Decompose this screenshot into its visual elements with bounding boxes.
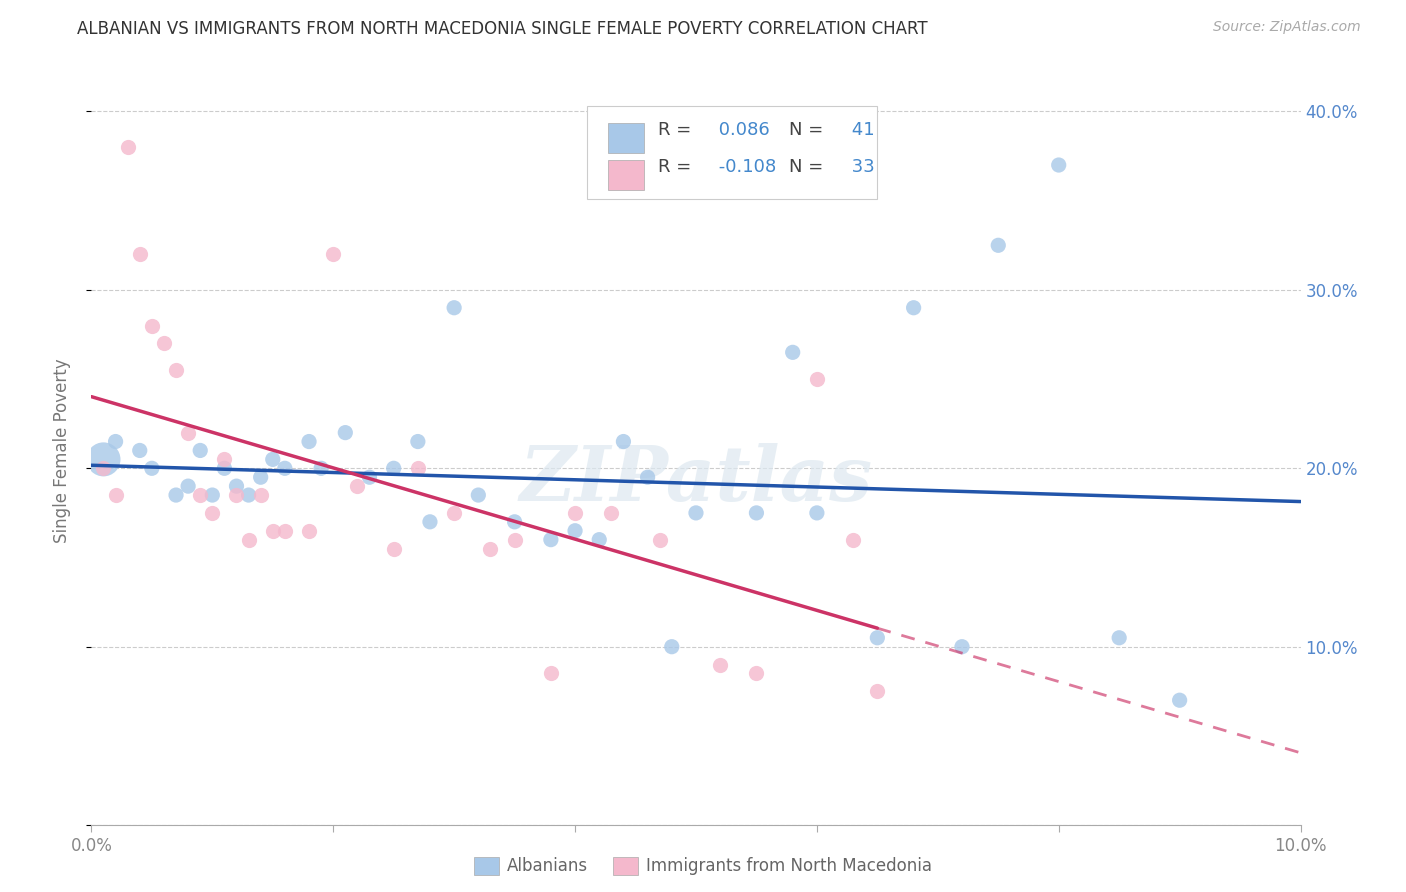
Point [479, 541, 502, 556]
Point [141, 461, 163, 475]
Point [309, 461, 332, 475]
Point [322, 247, 344, 261]
Point [165, 363, 187, 377]
Text: 33: 33 [846, 158, 875, 177]
Point [177, 479, 200, 493]
Point [903, 301, 925, 315]
Point [842, 533, 865, 547]
FancyBboxPatch shape [607, 123, 644, 153]
Point [141, 318, 163, 333]
Point [866, 631, 889, 645]
Y-axis label: Single Female Poverty: Single Female Poverty [52, 359, 70, 542]
Point [443, 506, 465, 520]
Point [238, 533, 260, 547]
Point [128, 443, 150, 458]
Point [382, 541, 405, 556]
Point [987, 238, 1010, 252]
Text: ALBANIAN VS IMMIGRANTS FROM NORTH MACEDONIA SINGLE FEMALE POVERTY CORRELATION CH: ALBANIAN VS IMMIGRANTS FROM NORTH MACEDO… [77, 20, 928, 37]
Point [262, 524, 284, 538]
Point [359, 470, 381, 484]
Point [249, 470, 271, 484]
FancyBboxPatch shape [588, 106, 877, 200]
Point [238, 488, 260, 502]
Point [225, 488, 247, 502]
Point [806, 372, 828, 386]
Point [225, 479, 247, 493]
Point [335, 425, 357, 440]
Point [1168, 693, 1191, 707]
Point [406, 434, 429, 449]
Text: -0.108: -0.108 [713, 158, 776, 177]
Point [637, 470, 659, 484]
Point [298, 524, 321, 538]
Point [612, 434, 634, 449]
Point [745, 506, 768, 520]
Point [503, 515, 526, 529]
Point [600, 506, 623, 520]
Text: R =: R = [658, 120, 692, 139]
Point [1108, 631, 1130, 645]
Point [104, 488, 127, 502]
Point [262, 452, 284, 467]
Point [346, 479, 368, 493]
Point [406, 461, 429, 475]
Point [201, 488, 224, 502]
Text: Source: ZipAtlas.com: Source: ZipAtlas.com [1213, 20, 1361, 34]
Point [274, 461, 297, 475]
Text: ZIPatlas: ZIPatlas [519, 443, 873, 517]
Text: 0.086: 0.086 [713, 120, 769, 139]
Point [782, 345, 804, 359]
Point [467, 488, 489, 502]
Text: R =: R = [658, 158, 692, 177]
Point [177, 425, 200, 440]
Point [419, 515, 441, 529]
FancyBboxPatch shape [607, 161, 644, 191]
Point [165, 488, 187, 502]
Point [104, 434, 127, 449]
Point [540, 666, 562, 681]
Text: 41: 41 [846, 120, 875, 139]
Point [214, 461, 236, 475]
Point [93, 461, 115, 475]
Point [298, 434, 321, 449]
Point [540, 533, 562, 547]
Point [153, 336, 176, 351]
Point [188, 443, 211, 458]
Point [564, 506, 586, 520]
Point [201, 506, 224, 520]
Point [950, 640, 973, 654]
Point [685, 506, 707, 520]
Point [128, 247, 150, 261]
Point [661, 640, 683, 654]
Point [564, 524, 586, 538]
Point [648, 533, 671, 547]
Point [117, 140, 139, 154]
Text: N =: N = [789, 120, 824, 139]
Point [709, 657, 731, 672]
Text: N =: N = [789, 158, 824, 177]
Point [274, 524, 297, 538]
Point [188, 488, 211, 502]
Point [866, 684, 889, 698]
Point [382, 461, 405, 475]
Point [588, 533, 610, 547]
Point [503, 533, 526, 547]
Point [214, 452, 236, 467]
Point [806, 506, 828, 520]
Point [443, 301, 465, 315]
Legend: Albanians, Immigrants from North Macedonia: Albanians, Immigrants from North Macedon… [467, 850, 939, 882]
Point [1047, 158, 1070, 172]
Point [93, 452, 115, 467]
Point [745, 666, 768, 681]
Point [249, 488, 271, 502]
